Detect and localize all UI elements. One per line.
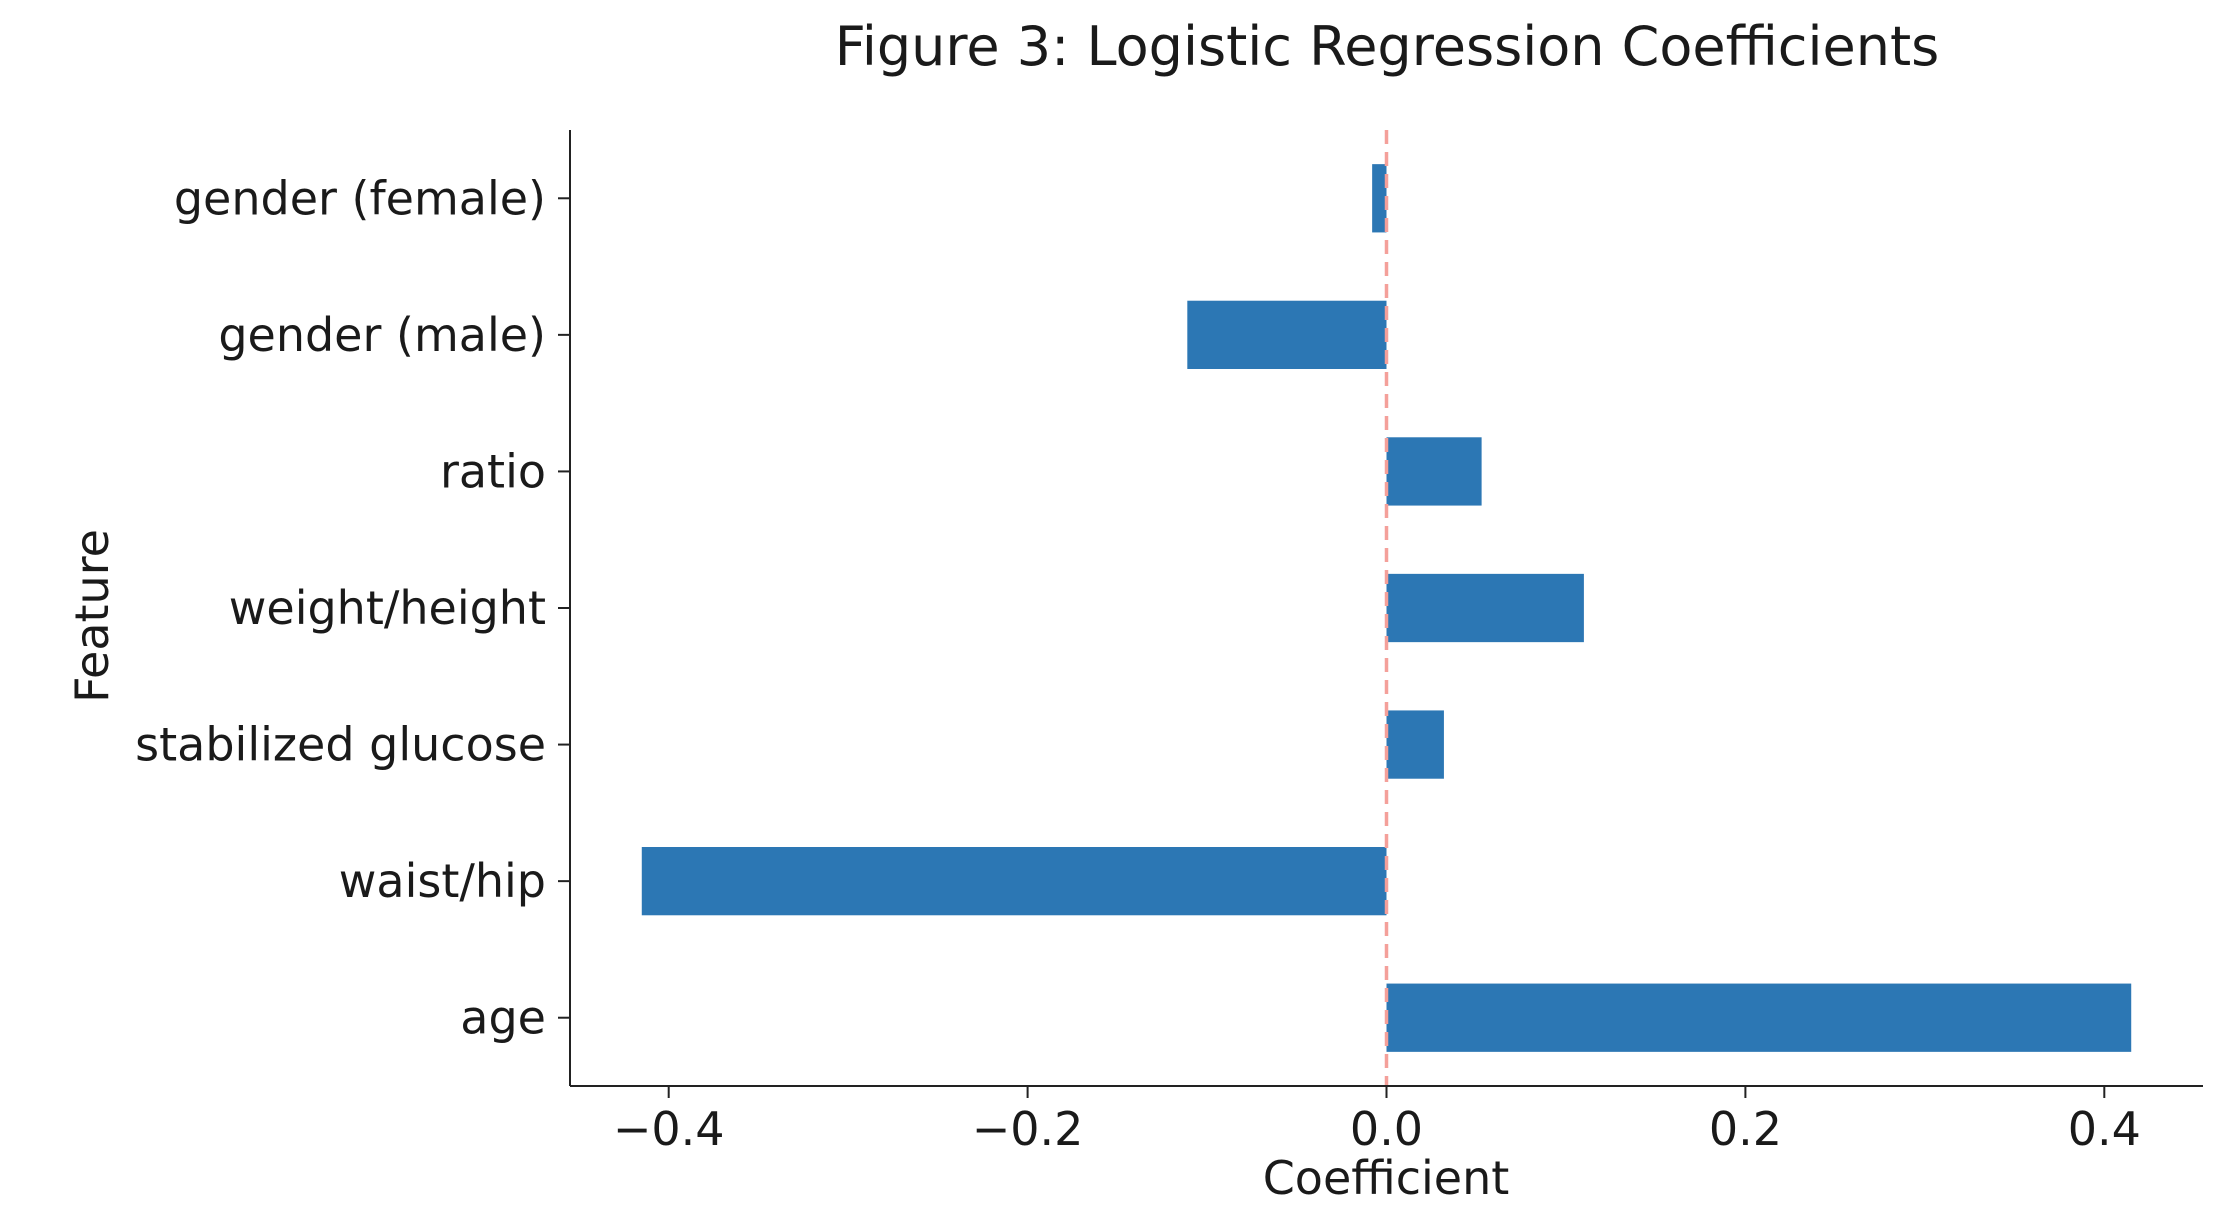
x-tick-label: 0.4 [2068,1102,2141,1156]
bar [641,847,1387,916]
y-tick-label: waist/hip [339,854,546,908]
y-tick-label: age [460,991,546,1045]
bar [1386,983,2132,1052]
bar [1386,437,1482,506]
x-tick-label: −0.4 [613,1102,725,1156]
x-tick-label: −0.2 [972,1102,1084,1156]
bar [1187,300,1387,369]
y-tick-label: stabilized glucose [135,718,546,772]
y-tick-label: gender (male) [218,308,546,362]
y-tick-label: gender (female) [174,171,546,225]
y-tick-label: weight/height [229,581,546,635]
y-axis-label: Feature [65,529,119,703]
bar [1372,164,1387,233]
y-tick-label: ratio [440,444,546,498]
plot-area: age waist/hip stabilized glucose weight/hei… [135,130,2203,1156]
bar [1386,573,1584,643]
chart-title: Figure 3: Logistic Regression Coefficien… [835,15,1940,78]
x-tick-label: 0.0 [1350,1102,1423,1156]
x-axis-label: Coefficient [1263,1151,1510,1205]
bar [1386,710,1444,779]
x-tick-label: 0.2 [1709,1102,1782,1156]
